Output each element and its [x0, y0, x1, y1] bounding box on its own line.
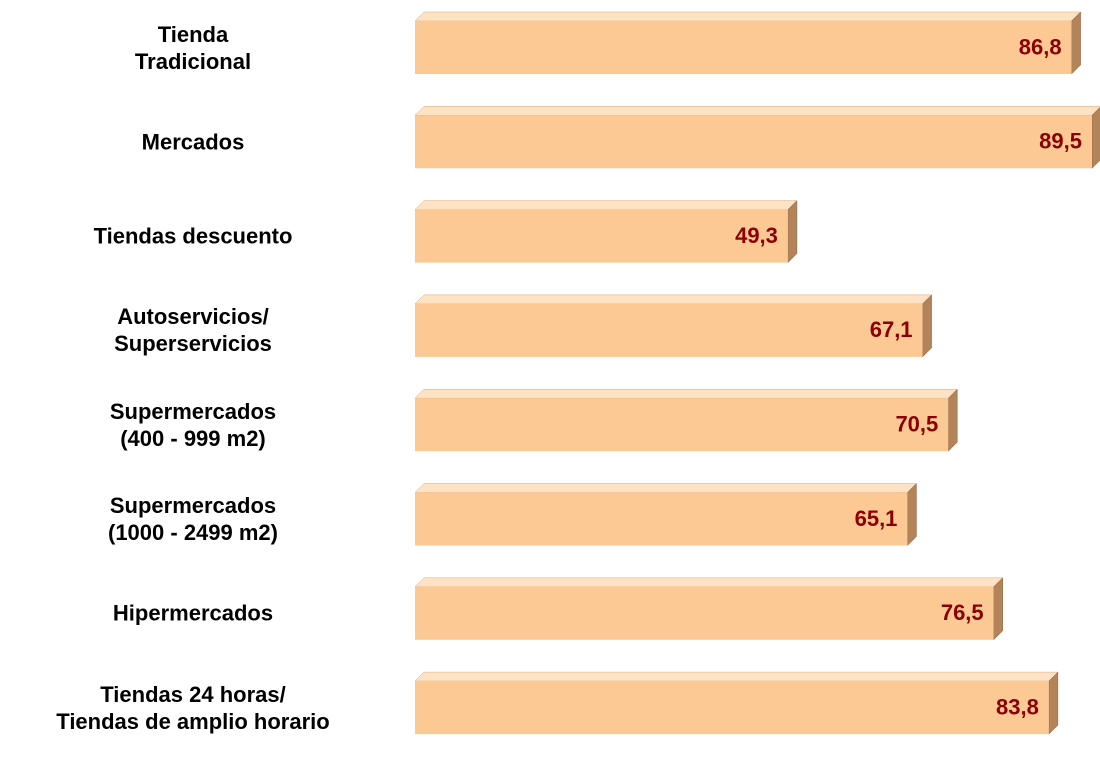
category-label: Hipermercados — [112, 600, 274, 626]
category-label: Autoservicios/ Superservicios — [114, 304, 272, 357]
bar-top — [414, 200, 798, 210]
bar-top — [414, 483, 918, 493]
bar-top — [414, 577, 1004, 588]
bar-side — [922, 294, 932, 358]
bar — [415, 398, 949, 452]
bar-side — [787, 199, 798, 264]
bar-side — [1048, 671, 1059, 735]
bar-top — [414, 294, 933, 305]
value-label: 67,1 — [870, 317, 913, 342]
bar — [415, 209, 788, 263]
bar — [415, 586, 994, 640]
bar — [415, 492, 908, 546]
value-label: 89,5 — [1039, 129, 1082, 154]
bar-side — [993, 577, 1003, 641]
bar — [415, 303, 923, 357]
bar-side — [1071, 11, 1081, 75]
category-label: Supermercados (1000 - 2499 m2) — [108, 493, 278, 545]
bar-top — [414, 388, 958, 399]
value-label: 86,8 — [1019, 34, 1062, 59]
bar-side — [907, 482, 917, 547]
category-label: Mercados — [141, 129, 245, 155]
bar-top — [414, 11, 1082, 22]
bar-top — [414, 106, 1100, 116]
bar — [415, 21, 1072, 74]
bar-side — [1091, 106, 1100, 169]
category-label: Tiendas 24 horas/ Tiendas de amplio hora… — [56, 681, 330, 734]
bar-side — [948, 388, 958, 452]
bar — [415, 681, 1049, 735]
category-label: Supermercados (400 - 999 m2) — [109, 398, 277, 451]
value-label: 49,3 — [735, 223, 778, 248]
value-label: 65,1 — [855, 506, 898, 531]
value-label: 70,5 — [895, 412, 938, 437]
category-label: Tiendas descuento — [93, 223, 293, 249]
category-label: Tienda Tradicional — [134, 21, 252, 74]
bar-top — [414, 671, 1059, 682]
bar — [415, 115, 1092, 169]
value-label: 83,8 — [996, 694, 1039, 719]
value-label: 76,5 — [941, 600, 984, 625]
